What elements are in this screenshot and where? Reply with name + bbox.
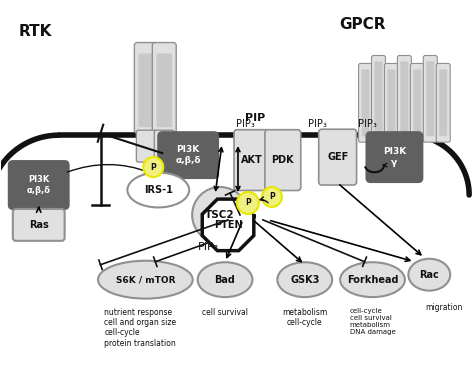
Circle shape [262,187,282,207]
FancyBboxPatch shape [397,55,411,142]
Text: RTK: RTK [19,24,52,38]
Text: IRS-1: IRS-1 [144,185,173,195]
Ellipse shape [128,173,189,207]
Text: PI3K
α,β,δ: PI3K α,β,δ [27,175,51,195]
FancyBboxPatch shape [423,55,438,142]
FancyBboxPatch shape [362,70,370,136]
Text: cell-cycle
cell survival
metabolism
DNA damage: cell-cycle cell survival metabolism DNA … [350,307,395,334]
Circle shape [237,192,259,214]
FancyBboxPatch shape [137,130,156,162]
Text: Forkhead: Forkhead [347,275,398,285]
FancyBboxPatch shape [265,130,301,190]
Text: GPCR: GPCR [340,17,386,32]
Circle shape [192,187,248,243]
FancyBboxPatch shape [358,63,373,142]
FancyBboxPatch shape [436,63,450,142]
Text: PIP₃: PIP₃ [308,119,327,129]
FancyBboxPatch shape [152,43,176,133]
Text: PIP₃: PIP₃ [358,119,377,129]
Text: TSC2: TSC2 [205,210,235,220]
Ellipse shape [198,262,253,297]
FancyBboxPatch shape [426,62,434,136]
Text: P: P [150,163,156,172]
Text: P: P [245,198,251,207]
Ellipse shape [409,259,450,291]
Text: cell survival: cell survival [202,307,248,317]
FancyBboxPatch shape [387,70,395,136]
Text: migration: migration [426,302,463,312]
Text: P: P [269,193,275,201]
Ellipse shape [277,262,332,297]
Ellipse shape [98,261,192,299]
FancyBboxPatch shape [134,43,158,133]
Polygon shape [202,199,254,251]
FancyBboxPatch shape [138,54,155,127]
FancyBboxPatch shape [13,209,64,241]
FancyBboxPatch shape [372,55,385,142]
Text: PDK: PDK [272,155,294,165]
FancyBboxPatch shape [374,62,383,136]
Ellipse shape [340,262,405,297]
Text: nutrient response
cell and organ size
cell-cycle
protein translation: nutrient response cell and organ size ce… [104,307,176,348]
Text: PTEN: PTEN [214,220,242,230]
Circle shape [143,157,163,177]
Text: S6K / mTOR: S6K / mTOR [116,275,175,284]
Text: PIP: PIP [245,113,265,123]
FancyBboxPatch shape [410,63,424,142]
Text: PI3K
γ: PI3K γ [383,147,406,167]
FancyBboxPatch shape [401,62,409,136]
Text: GSK3: GSK3 [290,275,319,285]
FancyBboxPatch shape [156,54,172,127]
Text: GEF: GEF [327,152,348,162]
FancyBboxPatch shape [384,63,399,142]
Text: AKT: AKT [241,155,263,165]
FancyBboxPatch shape [439,70,447,136]
FancyBboxPatch shape [9,161,69,209]
Text: Rac: Rac [419,270,439,280]
Text: Bad: Bad [215,275,236,285]
FancyBboxPatch shape [366,132,422,182]
Text: Ras: Ras [29,220,49,230]
FancyBboxPatch shape [413,70,421,136]
Text: PIP₂: PIP₂ [198,242,219,252]
Text: PIP₃: PIP₃ [236,119,255,129]
FancyBboxPatch shape [234,130,270,190]
FancyBboxPatch shape [319,129,356,185]
FancyBboxPatch shape [158,132,218,178]
Text: metabolism
cell-cycle: metabolism cell-cycle [282,307,328,327]
Text: PI3K
α,β,δ: PI3K α,β,δ [175,146,201,165]
FancyBboxPatch shape [155,130,174,162]
